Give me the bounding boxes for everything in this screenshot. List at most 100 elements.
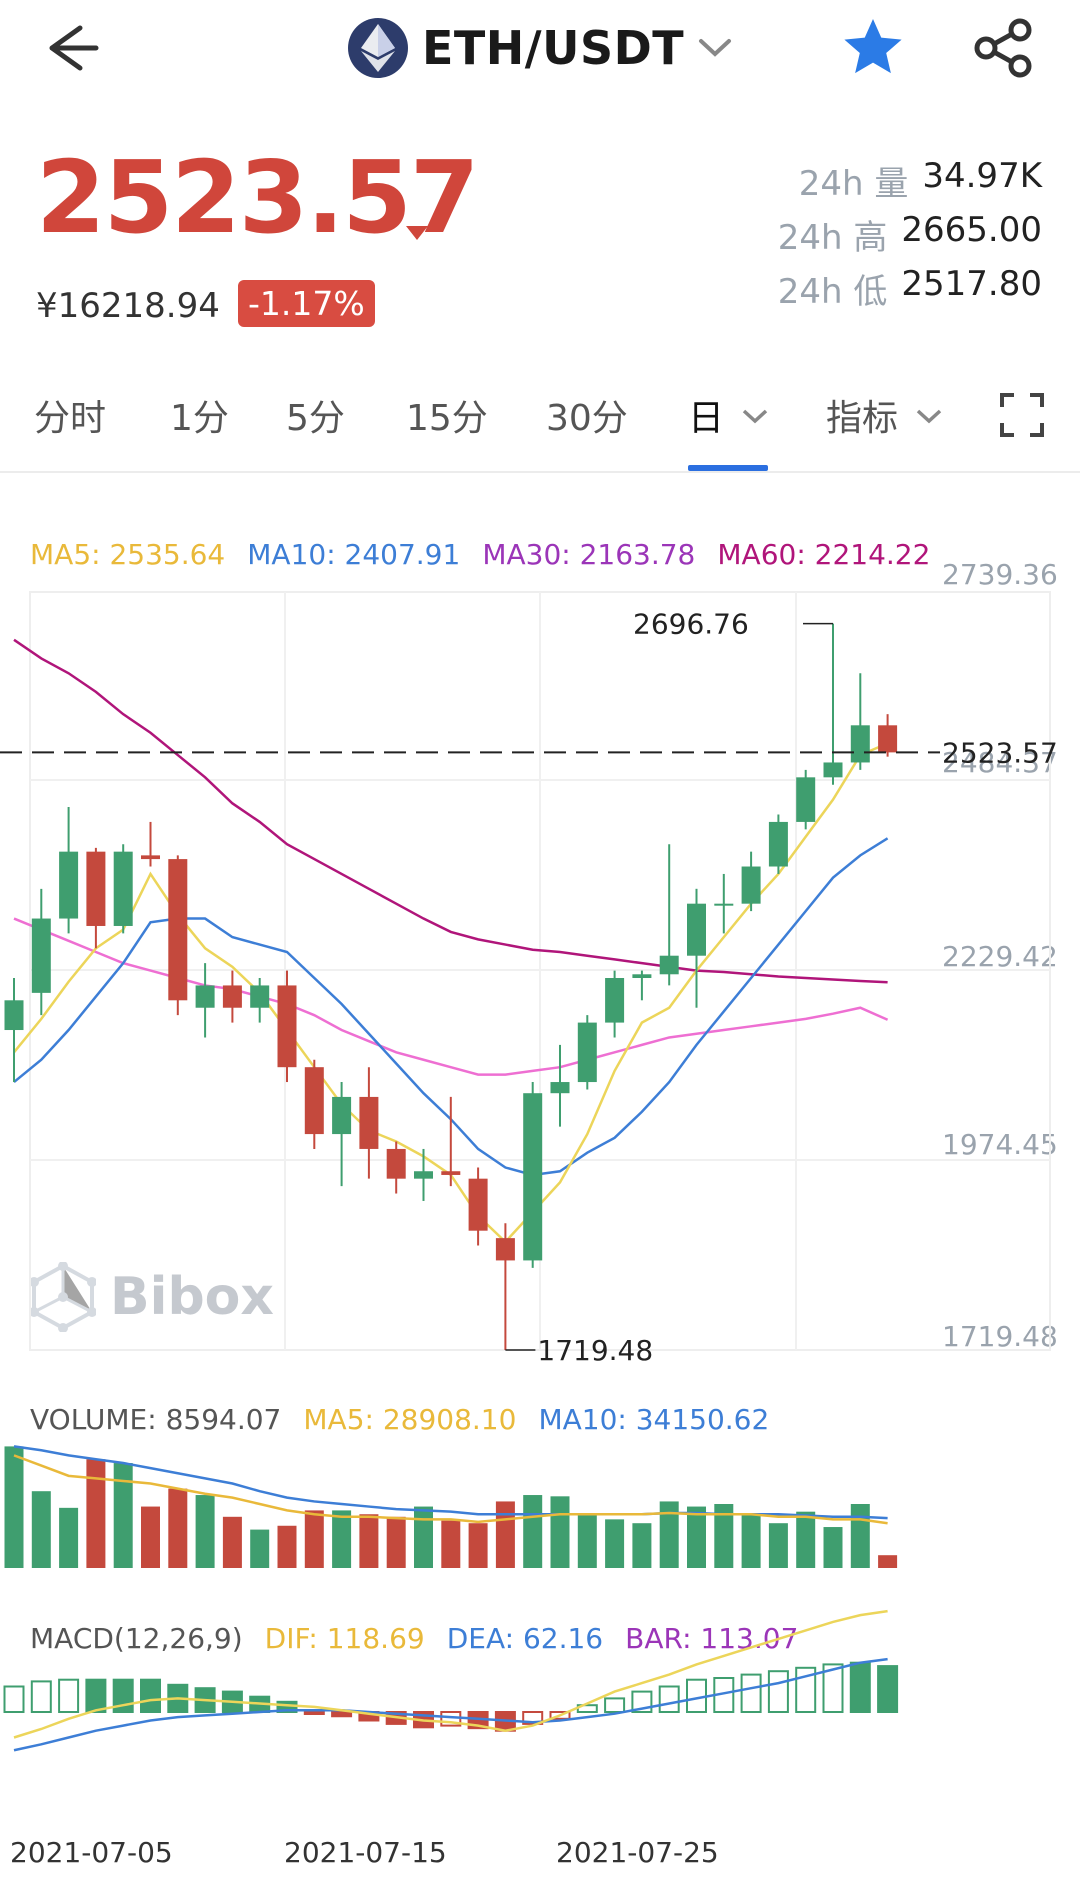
cny-price: ¥16218.94 <box>36 286 220 326</box>
volume-bar <box>250 1529 270 1568</box>
legend-ma60: MA60: 2214.22 <box>717 538 931 571</box>
candle-body <box>550 1082 570 1094</box>
fullscreen-button[interactable] <box>1000 393 1044 446</box>
tab-indicators[interactable]: 指标 <box>826 389 942 441</box>
candle-body <box>332 1096 352 1135</box>
chevron-down-icon <box>743 409 768 424</box>
candle-body <box>4 1000 24 1031</box>
favorite-button[interactable] <box>840 14 906 80</box>
candle-body <box>823 762 843 778</box>
legend-dif: DIF: 118.69 <box>264 1622 425 1655</box>
share-icon <box>974 18 1032 78</box>
volume-legend: VOLUME: 8594.07 MA5: 28908.10 MA10: 3415… <box>30 1403 769 1436</box>
volume-bar <box>796 1511 816 1568</box>
candle-body <box>31 918 51 993</box>
x-axis-label: 2021-07-15 <box>284 1836 447 1869</box>
candle-body <box>495 1238 515 1261</box>
tab-5min[interactable]: 5分 <box>286 398 345 439</box>
back-button[interactable] <box>40 18 100 78</box>
candle-body <box>468 1178 488 1231</box>
ma60-line <box>13 638 888 984</box>
legend-ma5: MA5: 2535.64 <box>30 538 226 571</box>
stat-24h-high: 24h 高 2665.00 <box>778 210 1042 259</box>
legend-vol-ma10: MA10: 34150.62 <box>538 1403 770 1436</box>
volume-bar <box>4 1446 24 1568</box>
volume-bar <box>768 1523 788 1568</box>
stat-24h-low: 24h 低 2517.80 <box>778 264 1042 313</box>
stat-value: 2665.00 <box>901 210 1042 250</box>
volume-bar <box>550 1496 570 1568</box>
candle-body <box>850 725 870 763</box>
candle-body <box>113 851 133 926</box>
candle-body <box>741 866 761 904</box>
legend-macd: MACD(12,26,9) <box>30 1622 243 1655</box>
volume-bar <box>523 1495 543 1568</box>
candle-body <box>359 1096 379 1149</box>
watermark-text: Bibox <box>110 1267 274 1327</box>
macd-bar <box>140 1678 161 1713</box>
change-badge: -1.17% <box>238 280 375 327</box>
candle-body <box>632 974 652 979</box>
macd-bar <box>3 1685 25 1713</box>
low-marker-label: 1719.48 <box>537 1334 653 1367</box>
volume-bar <box>222 1516 242 1568</box>
volume-bar <box>86 1459 106 1568</box>
volume-bar <box>113 1463 133 1568</box>
volume-bar <box>495 1501 515 1568</box>
macd-bar <box>686 1678 707 1713</box>
share-button[interactable] <box>972 16 1036 80</box>
back-arrow-icon <box>49 25 99 71</box>
current-price-label: 2523.57 <box>942 736 1058 769</box>
macd-bar <box>795 1666 817 1714</box>
volume-bar <box>414 1506 433 1568</box>
macd-bar <box>877 1665 899 1713</box>
ethereum-logo-icon <box>348 18 408 78</box>
volume-bar <box>168 1488 188 1568</box>
candle-body <box>168 859 188 1001</box>
candle-body <box>195 985 215 1008</box>
ma30-line <box>13 917 889 1076</box>
legend-ma30: MA30: 2163.78 <box>482 538 696 571</box>
interval-tabs: 分时 1分 5分 15分 30分 日 指标 <box>0 375 1080 473</box>
chevron-down-icon <box>699 39 732 57</box>
macd-bar <box>658 1685 680 1713</box>
high-marker-label: 2696.76 <box>633 608 749 641</box>
tab-timeshare[interactable]: 分时 <box>34 398 107 439</box>
candle-body <box>577 1022 597 1083</box>
macd-bar <box>331 1711 353 1718</box>
volume-bar <box>659 1501 679 1568</box>
legend-volume: VOLUME: 8594.07 <box>30 1403 282 1436</box>
tab-30min[interactable]: 30分 <box>546 398 628 439</box>
vol-ma5-line <box>13 1454 888 1525</box>
volume-bar <box>195 1495 215 1568</box>
candle-body <box>59 851 79 919</box>
candle-body <box>222 985 242 1008</box>
candle-body <box>141 855 160 860</box>
x-axis-label: 2021-07-25 <box>556 1836 719 1869</box>
volume-bar <box>468 1523 488 1568</box>
volume-bar <box>31 1491 51 1568</box>
tab-15min[interactable]: 15分 <box>406 398 488 439</box>
tab-1min[interactable]: 1分 <box>170 398 229 439</box>
tab-day[interactable]: 日 <box>688 389 768 441</box>
macd-bar <box>58 1678 80 1713</box>
volume-bar <box>359 1514 379 1568</box>
pair-title: ETH/USDT <box>422 21 685 75</box>
volume-bar <box>141 1506 160 1568</box>
stat-key: 24h 量 <box>798 164 909 204</box>
candle-body <box>304 1067 324 1135</box>
price-down-arrow-icon <box>406 226 428 240</box>
legend-ma10: MA10: 2407.91 <box>247 538 461 571</box>
candle-body <box>878 725 898 753</box>
candle-body <box>441 1171 461 1175</box>
macd-legend: MACD(12,26,9) DIF: 118.69 DEA: 62.16 BAR… <box>30 1622 798 1655</box>
y-axis-label: 1719.48 <box>942 1320 1058 1353</box>
candle-body <box>86 851 106 926</box>
candle-body <box>250 985 270 1008</box>
pair-selector[interactable]: ETH/USDT <box>348 12 732 84</box>
macd-bar <box>767 1670 789 1713</box>
macd-bar <box>303 1711 325 1715</box>
tab-indicators-label: 指标 <box>826 398 899 439</box>
fullscreen-icon <box>1000 393 1044 437</box>
